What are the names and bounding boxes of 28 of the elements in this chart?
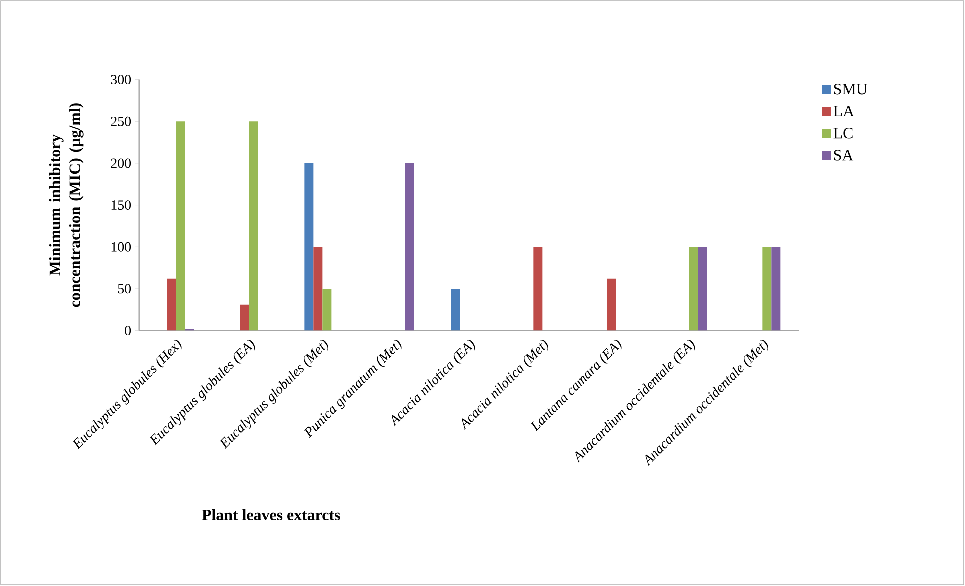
- y-tick-label: 100: [112, 242, 132, 252]
- y-tick-label: 50: [118, 284, 132, 294]
- y-tick-label: 0: [125, 326, 132, 336]
- bar: [762, 247, 772, 331]
- y-tick-label: 300: [111, 75, 132, 85]
- y-tick-label: 250: [111, 116, 132, 126]
- y-tick-label: 150: [112, 200, 132, 210]
- bar: [176, 122, 186, 331]
- bar: [314, 247, 323, 331]
- bar: [405, 163, 414, 331]
- bar: [772, 247, 781, 331]
- bar: [304, 163, 314, 331]
- x-axis-title: Plant leaves extarcts: [202, 509, 340, 521]
- bar: [607, 278, 616, 331]
- bar: [249, 122, 258, 331]
- bar: [698, 247, 708, 331]
- y-axis-title: Minimum inhibitory concentraction (MIC) (µg/ml): [49, 104, 84, 308]
- bar: [451, 288, 460, 331]
- bar: [322, 288, 332, 331]
- bar: [167, 278, 176, 331]
- legend-label: LC: [834, 128, 853, 139]
- legend-label: SA: [834, 150, 854, 161]
- bar: [689, 247, 698, 331]
- bar: [534, 247, 543, 331]
- y-tick-label: 200: [111, 158, 132, 168]
- legend-label: SMU: [834, 84, 868, 95]
- legend-label: LA: [834, 106, 854, 117]
- bar: [240, 304, 250, 331]
